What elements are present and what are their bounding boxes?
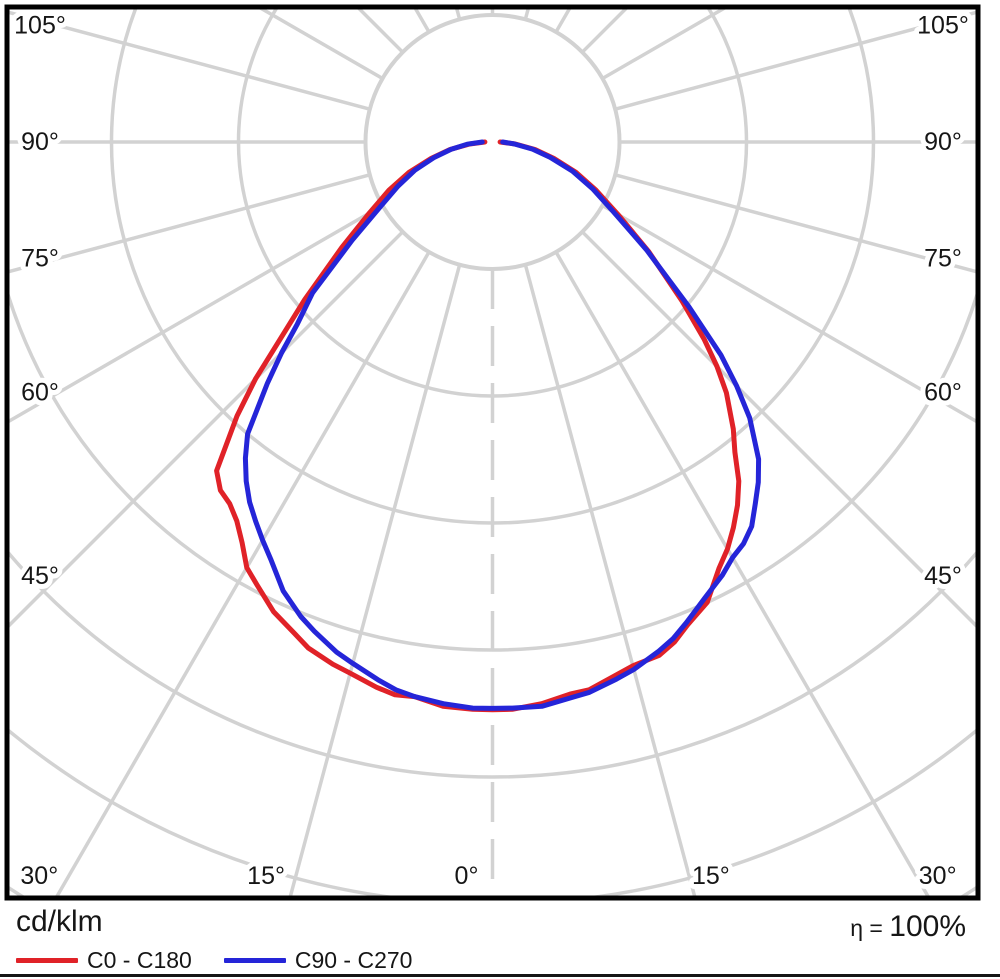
svg-text:105°: 105° [917,12,969,40]
legend-swatch-red-line [16,957,78,963]
efficiency-label: η = 100% [850,911,966,944]
svg-text:60°: 60° [924,379,962,407]
svg-text:30°: 30° [20,862,58,890]
legend-label: C90 - C270 [294,947,413,973]
svg-text:45°: 45° [21,562,59,590]
svg-text:15°: 15° [247,862,285,890]
legend-swatch-blue-line [223,957,286,963]
svg-text:45°: 45° [924,562,962,590]
unit-label: cd/klm [16,905,103,938]
legend: C0 - C180 C90 - C270 [16,947,444,973]
svg-text:105°: 105° [14,12,66,40]
bottom-divider [0,974,1000,977]
svg-text:75°: 75° [21,244,59,272]
legend-label: C0 - C180 [87,947,192,973]
legend-item-c90-c270: C90 - C270 [223,947,413,973]
eta-value: 100% [889,910,966,943]
svg-text:90°: 90° [924,128,962,156]
svg-text:90°: 90° [21,128,59,156]
legend-item-c0-c180: C0 - C180 [16,947,192,973]
svg-text:30°: 30° [919,862,957,890]
eta-symbol: η = [850,915,883,941]
svg-text:75°: 75° [924,244,962,272]
svg-text:15°: 15° [692,862,730,890]
svg-text:60°: 60° [21,379,59,407]
svg-text:0°: 0° [455,862,479,890]
